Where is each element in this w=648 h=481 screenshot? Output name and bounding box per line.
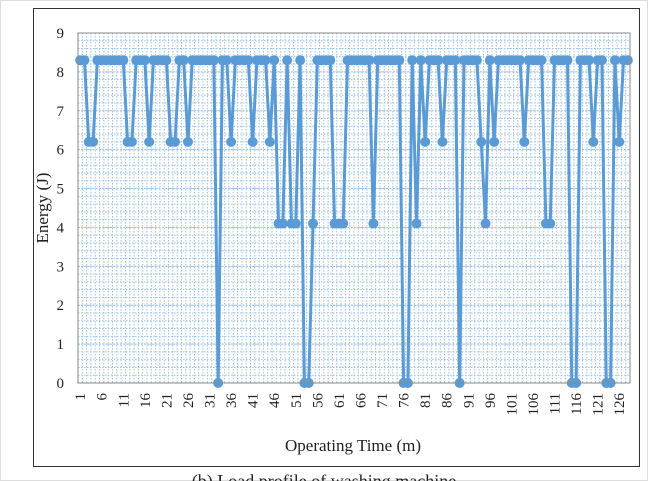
y-tick-label: 6 — [57, 143, 65, 159]
point-marker — [269, 55, 280, 66]
point-marker — [247, 136, 258, 147]
point-marker — [407, 55, 418, 66]
x-tick-label: 46 — [267, 393, 283, 409]
x-tick-label: 31 — [203, 393, 219, 408]
x-tick-label: 96 — [483, 393, 499, 409]
point-marker — [178, 55, 189, 66]
x-tick-label: 26 — [181, 393, 197, 409]
point-marker — [277, 218, 288, 229]
x-tick-label: 71 — [375, 393, 391, 408]
point-marker — [182, 136, 193, 147]
x-tick-label: 21 — [159, 393, 175, 408]
point-marker — [415, 55, 426, 66]
chart-border — [33, 8, 640, 467]
point-marker — [308, 218, 319, 229]
point-marker — [208, 55, 219, 66]
plot-border — [77, 32, 631, 384]
point-marker — [282, 55, 293, 66]
point-marker — [394, 55, 405, 66]
x-tick-label: 56 — [310, 393, 326, 409]
point-marker — [260, 55, 271, 66]
point-marker — [622, 55, 633, 66]
point-marker — [88, 136, 99, 147]
point-marker — [221, 55, 232, 66]
point-marker — [264, 136, 275, 147]
x-tick-label: 86 — [440, 393, 456, 409]
point-marker — [519, 136, 530, 147]
y-tick-label: 7 — [57, 104, 65, 120]
point-marker — [161, 55, 172, 66]
x-tick-label: 51 — [289, 393, 305, 408]
point-marker — [411, 218, 422, 229]
point-marker — [614, 136, 625, 147]
x-tick-label: 81 — [418, 393, 434, 408]
point-marker — [437, 136, 448, 147]
x-tick-label: 101 — [504, 393, 520, 416]
point-marker — [588, 136, 599, 147]
marks — [75, 55, 633, 388]
point-marker — [338, 218, 349, 229]
point-marker — [562, 55, 573, 66]
y-tick-label: 2 — [57, 298, 65, 314]
x-tick-label: 91 — [461, 393, 477, 408]
point-marker — [489, 136, 500, 147]
point-marker — [596, 55, 607, 66]
x-tick-label: 111 — [548, 393, 564, 414]
point-marker — [433, 55, 444, 66]
point-marker — [609, 55, 620, 66]
point-marker — [139, 55, 150, 66]
point-marker — [290, 218, 301, 229]
y-tick-label: 0 — [57, 376, 65, 392]
x-tick-label: 66 — [353, 393, 369, 409]
x-tick-label: 11 — [116, 393, 132, 407]
point-marker — [476, 136, 487, 147]
point-marker — [484, 55, 495, 66]
x-tick-label: 41 — [246, 393, 262, 408]
point-marker — [480, 218, 491, 229]
x-tick-label: 76 — [397, 393, 413, 409]
point-marker — [584, 55, 595, 66]
point-marker — [420, 136, 431, 147]
point-marker — [368, 218, 379, 229]
y-tick-label: 4 — [57, 220, 65, 236]
point-marker — [471, 55, 482, 66]
point-marker — [79, 55, 90, 66]
point-marker — [295, 55, 306, 66]
point-marker — [144, 136, 155, 147]
point-marker — [450, 55, 461, 66]
x-tick-label: 116 — [569, 393, 585, 415]
point-marker — [364, 55, 375, 66]
y-tick-label: 1 — [57, 337, 65, 353]
point-marker — [536, 55, 547, 66]
x-axis-title: Operating Time (m) — [285, 436, 421, 455]
point-marker — [515, 55, 526, 66]
point-marker — [226, 136, 237, 147]
point-marker — [545, 218, 556, 229]
x-tick-label: 126 — [612, 393, 628, 416]
y-tick-label: 9 — [57, 26, 65, 42]
x-tick-label: 106 — [526, 393, 542, 416]
caption: (b) Load profile of washing machine — [192, 471, 456, 481]
y-axis-title: Energy (J) — [33, 173, 52, 244]
x-tick-label: 16 — [138, 393, 154, 409]
point-marker — [170, 136, 181, 147]
x-tick-label: 121 — [591, 393, 607, 416]
point-marker — [126, 136, 137, 147]
y-tick-label: 8 — [57, 65, 65, 81]
point-marker — [118, 55, 129, 66]
x-tick-label: 36 — [224, 393, 240, 409]
x-tick-label: 1 — [73, 393, 89, 401]
y-tick-label: 5 — [57, 182, 65, 198]
y-tick-label: 3 — [57, 259, 65, 275]
point-marker — [325, 55, 336, 66]
x-tick-label: 6 — [95, 393, 111, 401]
x-tick-label: 61 — [332, 393, 348, 408]
point-marker — [243, 55, 254, 66]
